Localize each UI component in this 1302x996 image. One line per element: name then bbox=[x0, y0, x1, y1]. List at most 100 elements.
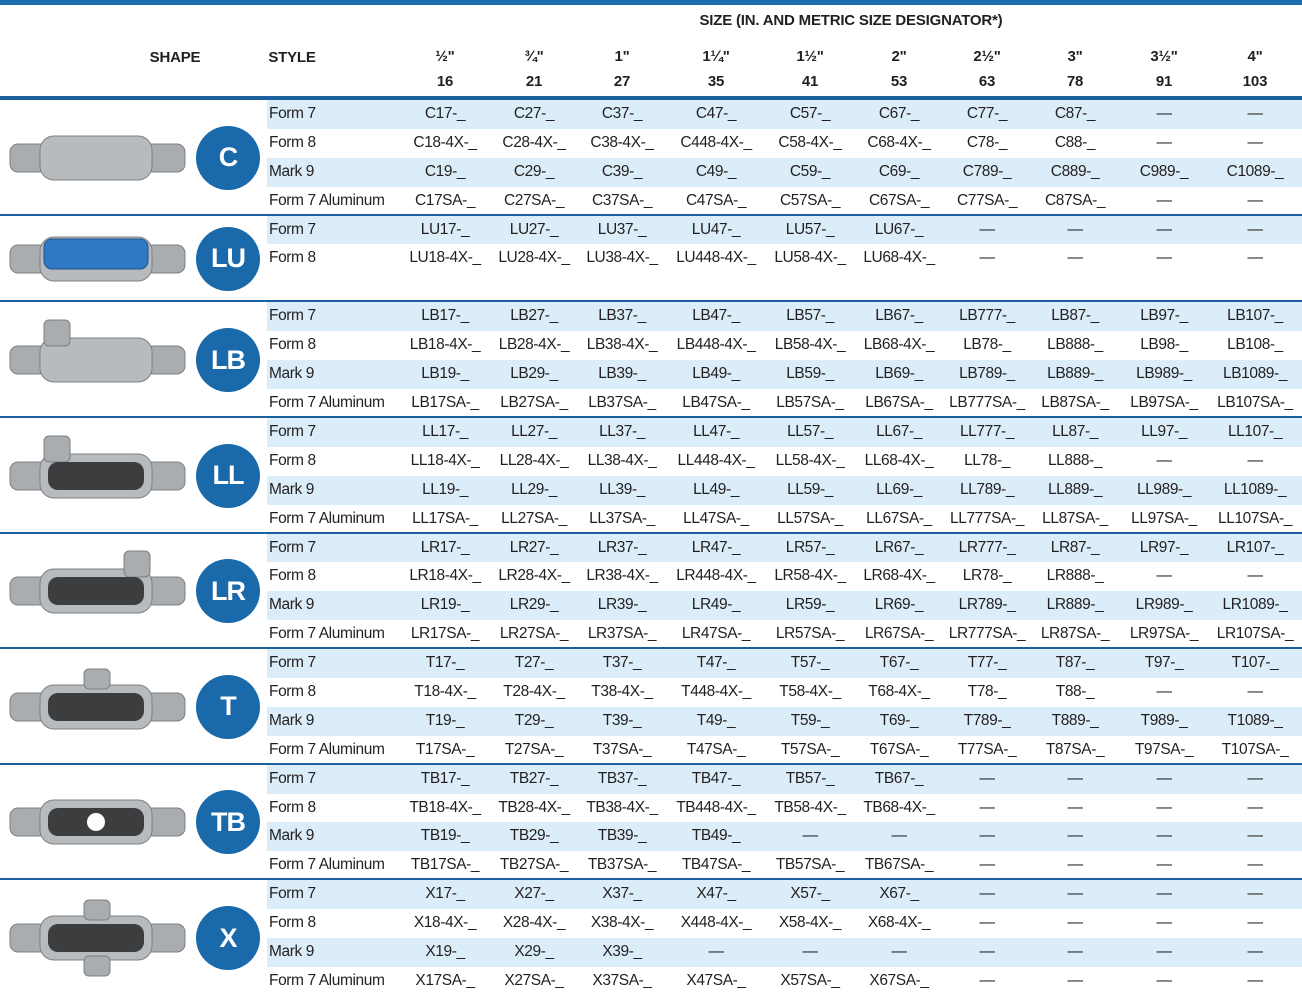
code-cell: T789-_ bbox=[944, 707, 1030, 736]
code-cell: LB789-_ bbox=[944, 360, 1030, 389]
code-cell: C68-4X-_ bbox=[854, 129, 944, 158]
code-cell: LR78-_ bbox=[944, 562, 1030, 591]
code-cell: LB67-_ bbox=[854, 302, 944, 331]
code-cell: LB108-_ bbox=[1208, 331, 1302, 360]
shape-badge: T bbox=[196, 675, 260, 739]
code-cell: TB68-4X-_ bbox=[854, 794, 944, 823]
code-cell: LL27SA-_ bbox=[490, 505, 578, 534]
code-cell: LU38-4X-_ bbox=[578, 244, 666, 273]
code-cell: — bbox=[1030, 938, 1120, 967]
style-cell: Form 7 bbox=[269, 302, 316, 331]
fitting-image bbox=[4, 772, 189, 872]
code-cell: LL17SA-_ bbox=[400, 505, 490, 534]
code-cell: — bbox=[944, 765, 1030, 794]
code-cell: LL17-_ bbox=[400, 418, 490, 447]
code-cell: LR18-4X-_ bbox=[400, 562, 490, 591]
code-cell: C87-_ bbox=[1030, 100, 1120, 129]
code-cell: LR448-4X-_ bbox=[666, 562, 766, 591]
code-cell: — bbox=[1208, 447, 1302, 476]
table-row: Form 7LU17-_LU27-_LU37-_LU47-_LU57-_LU67… bbox=[267, 216, 1302, 245]
code-cell: T18-4X-_ bbox=[400, 678, 490, 707]
code-cell: X68-4X-_ bbox=[854, 909, 944, 938]
code-cell: T37SA-_ bbox=[578, 736, 666, 765]
table-row: Form 7 AluminumC17SA-_C27SA-_C37SA-_C47S… bbox=[267, 187, 1302, 216]
size-inch: 4" bbox=[1208, 48, 1302, 65]
code-cell: LB87-_ bbox=[1030, 302, 1120, 331]
table-row: Mark 9LB19-_LB29-_LB39-_LB49-_LB59-_LB69… bbox=[267, 360, 1302, 389]
size-inch: 3½" bbox=[1120, 48, 1208, 65]
code-cell: LR19-_ bbox=[400, 591, 490, 620]
code-cell: TB37-_ bbox=[578, 765, 666, 794]
code-cell: X57-_ bbox=[766, 880, 854, 909]
code-cell: X19-_ bbox=[400, 938, 490, 967]
code-cell: — bbox=[1120, 678, 1208, 707]
code-cell: — bbox=[1208, 100, 1302, 129]
code-cell: LL69-_ bbox=[854, 476, 944, 505]
code-cell: X448-4X-_ bbox=[666, 909, 766, 938]
size-metric: 21 bbox=[490, 73, 578, 90]
code-cell: LL19-_ bbox=[400, 476, 490, 505]
code-cell: X57SA-_ bbox=[766, 967, 854, 996]
code-cell: LB27SA-_ bbox=[490, 389, 578, 418]
code-cell: LL889-_ bbox=[1030, 476, 1120, 505]
code-cell: LB448-4X-_ bbox=[666, 331, 766, 360]
shape-badge: LL bbox=[196, 444, 260, 508]
fitting-image bbox=[4, 310, 189, 410]
code-cell: — bbox=[1208, 967, 1302, 996]
code-cell: T68-4X-_ bbox=[854, 678, 944, 707]
size-inch: 2½" bbox=[944, 48, 1030, 65]
code-cell: LL87-_ bbox=[1030, 418, 1120, 447]
code-cell: X29-_ bbox=[490, 938, 578, 967]
code-cell: LB27-_ bbox=[490, 302, 578, 331]
code-cell: C87SA-_ bbox=[1030, 187, 1120, 216]
code-cell: — bbox=[944, 851, 1030, 880]
code-cell: LB17-_ bbox=[400, 302, 490, 331]
code-cell: LR27SA-_ bbox=[490, 620, 578, 649]
size-metric: 27 bbox=[578, 73, 666, 90]
code-cell: LR777SA-_ bbox=[944, 620, 1030, 649]
code-cell: TB18-4X-_ bbox=[400, 794, 490, 823]
code-cell: — bbox=[1120, 562, 1208, 591]
code-cell: C37-_ bbox=[578, 100, 666, 129]
shape-part bbox=[87, 813, 105, 831]
table-row: Form 8LB18-4X-_LB28-4X-_LB38-4X-_LB448-4… bbox=[267, 331, 1302, 360]
code-cell: TB17SA-_ bbox=[400, 851, 490, 880]
code-cell: C78-_ bbox=[944, 129, 1030, 158]
code-cell: LR17-_ bbox=[400, 534, 490, 563]
shape-header: SHAPE bbox=[140, 49, 210, 66]
code-cell: LL39-_ bbox=[578, 476, 666, 505]
code-cell: — bbox=[944, 880, 1030, 909]
code-cell: — bbox=[944, 244, 1030, 273]
code-cell: — bbox=[1120, 244, 1208, 273]
code-cell: X27SA-_ bbox=[490, 967, 578, 996]
code-cell: — bbox=[944, 909, 1030, 938]
code-cell: T39-_ bbox=[578, 707, 666, 736]
code-cell: LR989-_ bbox=[1120, 591, 1208, 620]
shape-part bbox=[44, 320, 70, 346]
code-cell: LL78-_ bbox=[944, 447, 1030, 476]
table-row: Mark 9T19-_T29-_T39-_T49-_T59-_T69-_T789… bbox=[267, 707, 1302, 736]
code-cell: TB67SA-_ bbox=[854, 851, 944, 880]
code-cell: LR69-_ bbox=[854, 591, 944, 620]
code-cell: LL97-_ bbox=[1120, 418, 1208, 447]
code-cell: T889-_ bbox=[1030, 707, 1120, 736]
code-cell: T1089-_ bbox=[1208, 707, 1302, 736]
code-cell: C19-_ bbox=[400, 158, 490, 187]
code-cell: C88-_ bbox=[1030, 129, 1120, 158]
code-cell: T47SA-_ bbox=[666, 736, 766, 765]
code-cell: LB107-_ bbox=[1208, 302, 1302, 331]
code-cell: LB57-_ bbox=[766, 302, 854, 331]
code-cell: TB38-4X-_ bbox=[578, 794, 666, 823]
code-cell: LR58-4X-_ bbox=[766, 562, 854, 591]
code-cell: LU17-_ bbox=[400, 216, 490, 245]
code-cell: — bbox=[1030, 216, 1120, 245]
fitting-image bbox=[4, 108, 189, 208]
style-cell: Form 8 bbox=[269, 244, 316, 273]
code-cell: X37SA-_ bbox=[578, 967, 666, 996]
code-cell: — bbox=[1120, 794, 1208, 823]
table-row: Form 8LL18-4X-_LL28-4X-_LL38-4X-_LL448-4… bbox=[267, 447, 1302, 476]
code-cell: LR789-_ bbox=[944, 591, 1030, 620]
